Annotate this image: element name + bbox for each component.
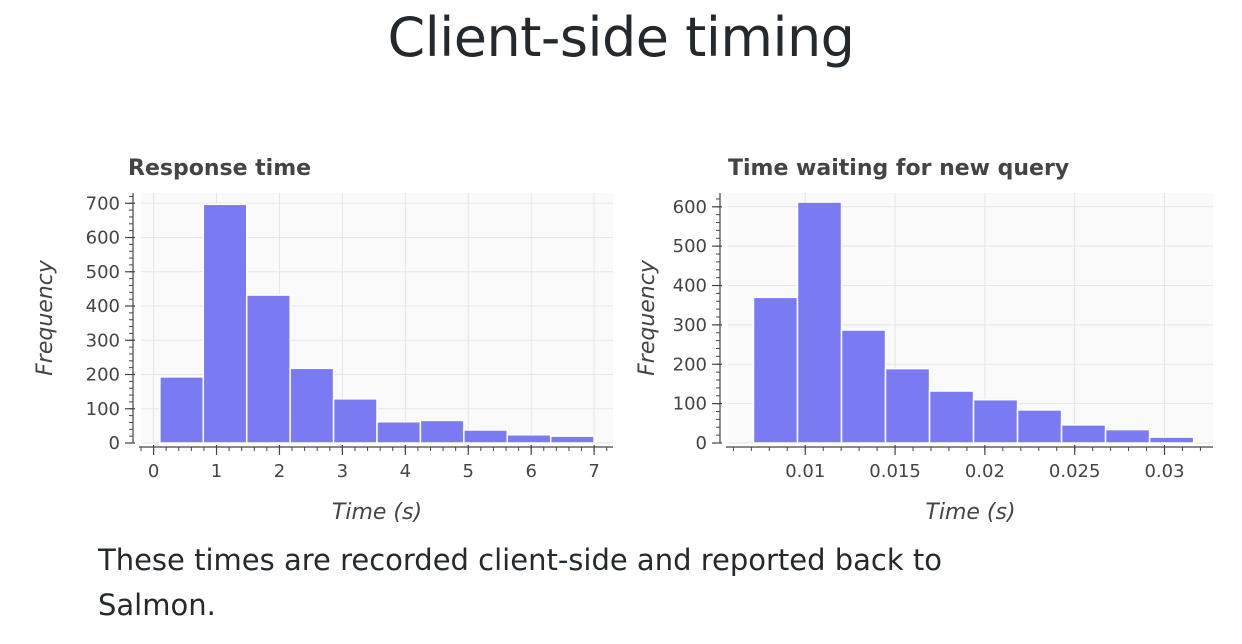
y-tick-label: 600 bbox=[673, 197, 707, 218]
y-tick-label: 0 bbox=[109, 433, 120, 454]
histogram-bar bbox=[972, 398, 1019, 444]
x-axis-label: Time (s) bbox=[925, 500, 1015, 525]
x-tick-label: 3 bbox=[337, 461, 348, 482]
histogram-bar bbox=[1104, 428, 1151, 444]
histogram-bar bbox=[506, 434, 552, 444]
histogram-bar bbox=[752, 296, 799, 444]
y-axis-label: Frequency bbox=[33, 259, 58, 376]
x-tick-label: 2 bbox=[274, 461, 285, 482]
caption-text: These times are recorded client-side and… bbox=[98, 543, 942, 622]
page-title: Client-side timing bbox=[387, 6, 855, 69]
x-tick-label: 6 bbox=[525, 461, 536, 482]
histogram-bar bbox=[376, 421, 422, 444]
histogram-bar bbox=[463, 429, 509, 444]
chart-title: Response time bbox=[128, 156, 311, 181]
y-tick-label: 500 bbox=[673, 236, 707, 257]
histogram-time-waiting-for-new-query: 0.01 0.015 0.02 0.025 0.03 0 100 200 300 400 500 60… bbox=[635, 156, 1213, 525]
x-tick-label: 5 bbox=[463, 461, 474, 482]
y-tick-label: 500 bbox=[86, 262, 120, 283]
y-axis-label: Frequency bbox=[635, 259, 660, 376]
y-tick-label: 300 bbox=[673, 315, 707, 336]
y-tick-label: 700 bbox=[86, 193, 120, 214]
y-tick-label: 300 bbox=[86, 330, 120, 351]
histogram-bar bbox=[332, 398, 378, 444]
y-tick-label: 100 bbox=[86, 399, 120, 420]
histogram-bar bbox=[202, 203, 248, 444]
x-tick-label: 0.01 bbox=[785, 461, 825, 482]
y-tick-label: 0 bbox=[696, 433, 707, 454]
y-tick-label: 100 bbox=[673, 394, 707, 415]
x-tick-label: 0.02 bbox=[965, 461, 1005, 482]
x-tick-label: 1 bbox=[211, 461, 222, 482]
x-tick-label: 0.03 bbox=[1144, 461, 1184, 482]
histogram-bar bbox=[796, 201, 843, 444]
y-tick-label: 200 bbox=[673, 354, 707, 375]
histogram-bar bbox=[159, 376, 205, 444]
x-tick-label: 0.015 bbox=[869, 461, 921, 482]
histogram-bar bbox=[928, 390, 975, 444]
y-tick-label: 400 bbox=[86, 296, 120, 317]
x-tick-label: 0.025 bbox=[1049, 461, 1101, 482]
x-axis-label: Time (s) bbox=[332, 500, 422, 525]
y-tick-label: 200 bbox=[86, 365, 120, 386]
y-tick-label: 600 bbox=[86, 228, 120, 249]
histogram-bar bbox=[1148, 436, 1195, 444]
histogram-response-time: 0 1 2 3 4 5 6 7 0 100 200 300 400 500 600 700 Response t… bbox=[33, 156, 613, 525]
histogram-bar bbox=[884, 367, 931, 444]
histogram-bar bbox=[1060, 424, 1107, 444]
y-tick-label: 400 bbox=[673, 276, 707, 297]
x-tick-label: 0 bbox=[148, 461, 159, 482]
histogram-bar bbox=[289, 367, 335, 444]
histogram-bar bbox=[1016, 409, 1063, 444]
histogram-bar bbox=[245, 294, 291, 444]
histogram-bar bbox=[419, 419, 465, 444]
chart-title: Time waiting for new query bbox=[728, 156, 1069, 181]
histogram-bar bbox=[549, 435, 595, 444]
histogram-bar bbox=[840, 329, 887, 444]
x-tick-label: 4 bbox=[400, 461, 411, 482]
x-tick-label: 7 bbox=[588, 461, 599, 482]
